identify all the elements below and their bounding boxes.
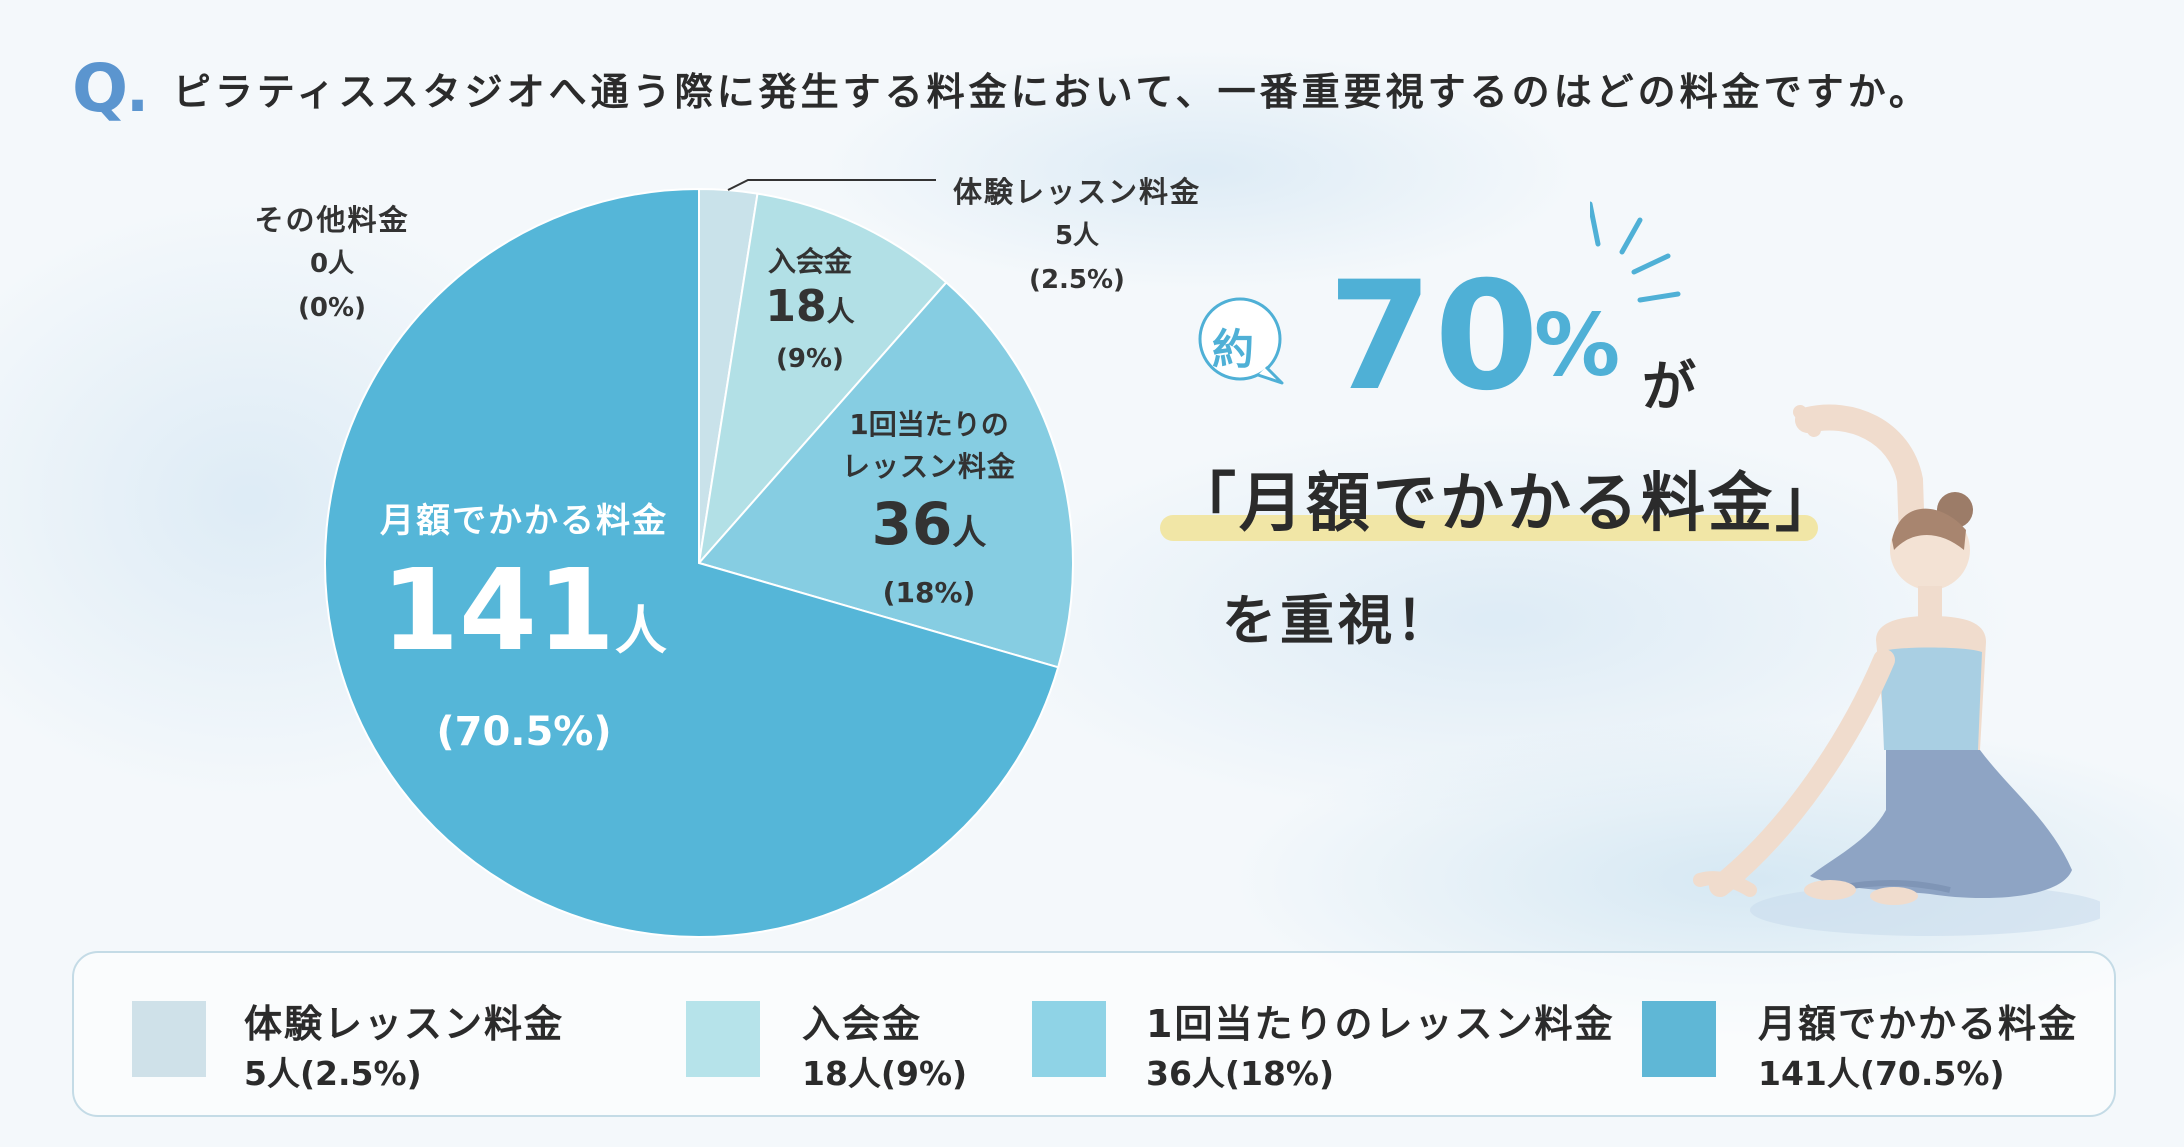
label-trial-name: 体験レッスン料金 [952, 175, 1202, 209]
q-logo: Q. [72, 49, 149, 127]
legend-value-entry: 18人(9%) [802, 1054, 968, 1093]
emphasis-rays-icon [1590, 201, 1681, 303]
highlight-marker [1160, 515, 1818, 541]
approx-text: 約 [1212, 325, 1255, 374]
trial-leader-line [727, 179, 936, 191]
legend-swatch-entry [686, 1001, 760, 1077]
label-monthly-pct: (70.5%) [436, 709, 612, 755]
label-monthly-num: 141 [381, 546, 615, 676]
legend-value-monthly: 141人(70.5%) [1758, 1054, 2005, 1093]
headline-number: 70 [1328, 250, 1541, 424]
legend-swatch-per-lesson [1032, 1001, 1106, 1077]
pie-slice-entry [697, 192, 948, 567]
label-trial: 体験レッスン料金 5人 (2.5%) [953, 170, 1201, 302]
label-per-lesson-line1: 1回当たりの [849, 408, 1009, 441]
label-entry-pct: (9%) [776, 344, 844, 374]
label-per-lesson-num: 36 [871, 490, 953, 558]
label-per-lesson-unit: 人 [952, 513, 987, 553]
legend: 体験レッスン料金 5人(2.5%) 入会金 18人(9%) 1回当たりのレッスン… [72, 951, 2116, 1117]
headline-percent-sign: % [1534, 296, 1621, 396]
question-text: ピラティススタジオへ通う際に発生する料金において、一番重要視するのはどの料金です… [172, 69, 1931, 114]
label-monthly-name: 月額でかかる料金 [380, 501, 668, 541]
yoga-woman-illustration [1693, 404, 2100, 936]
label-monthly-unit: 人 [614, 602, 667, 662]
label-other-count: 0人 [309, 249, 355, 279]
pie-slice-monthly [324, 187, 1060, 938]
label-entry-name: 入会金 [767, 245, 852, 278]
label-trial-count: 5人 [1054, 221, 1100, 251]
legend-value-per-lesson: 36人(18%) [1146, 1054, 1335, 1093]
headline-emphasis: を重視！ [1222, 589, 1454, 652]
legend-name-trial: 体験レッスン料金 [244, 1002, 565, 1046]
label-entry: 入会金 18人 (9%) [765, 242, 854, 377]
pie-slice-per-lesson [697, 281, 1074, 669]
label-other-pct: (0%) [298, 293, 366, 323]
label-other: その他料金 0人 (0%) [254, 198, 409, 330]
label-per-lesson-line2: レッスン料金 [841, 450, 1017, 483]
q-dot: . [126, 55, 149, 126]
label-per-lesson: 1回当たりの レッスン料金 36人 (18%) [842, 404, 1016, 611]
label-monthly: 月額でかかる料金 141人 (70.5%) [380, 494, 668, 757]
legend-name-entry: 入会金 [802, 1002, 923, 1046]
headline-particle: が [1642, 355, 1696, 418]
label-entry-unit: 人 [826, 295, 855, 328]
legend-swatch-monthly [1642, 1001, 1716, 1077]
headline-quote: 「月額でかかる料金」 [1172, 467, 1842, 541]
label-other-name: その他料金 [254, 203, 410, 237]
legend-swatch-trial [132, 1001, 206, 1077]
approx-bubble-icon [1198, 297, 1284, 385]
label-entry-num: 18 [765, 281, 827, 332]
legend-name-per-lesson: 1回当たりのレッスン料金 [1146, 1002, 1615, 1046]
legend-name-monthly: 月額でかかる料金 [1758, 1002, 2079, 1046]
question-header: Q. ピラティススタジオへ通う際に発生する料金において、一番重要視するのはどの料… [72, 48, 1931, 128]
q-letter: Q [72, 49, 128, 127]
label-trial-pct: (2.5%) [1029, 265, 1125, 295]
label-per-lesson-pct: (18%) [882, 576, 976, 609]
legend-value-trial: 5人(2.5%) [244, 1054, 422, 1093]
pie-slices [324, 187, 1074, 938]
